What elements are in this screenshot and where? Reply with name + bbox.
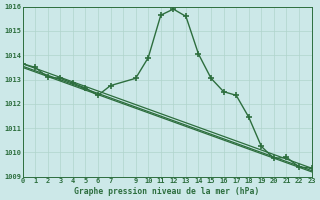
X-axis label: Graphe pression niveau de la mer (hPa): Graphe pression niveau de la mer (hPa) [75,187,260,196]
